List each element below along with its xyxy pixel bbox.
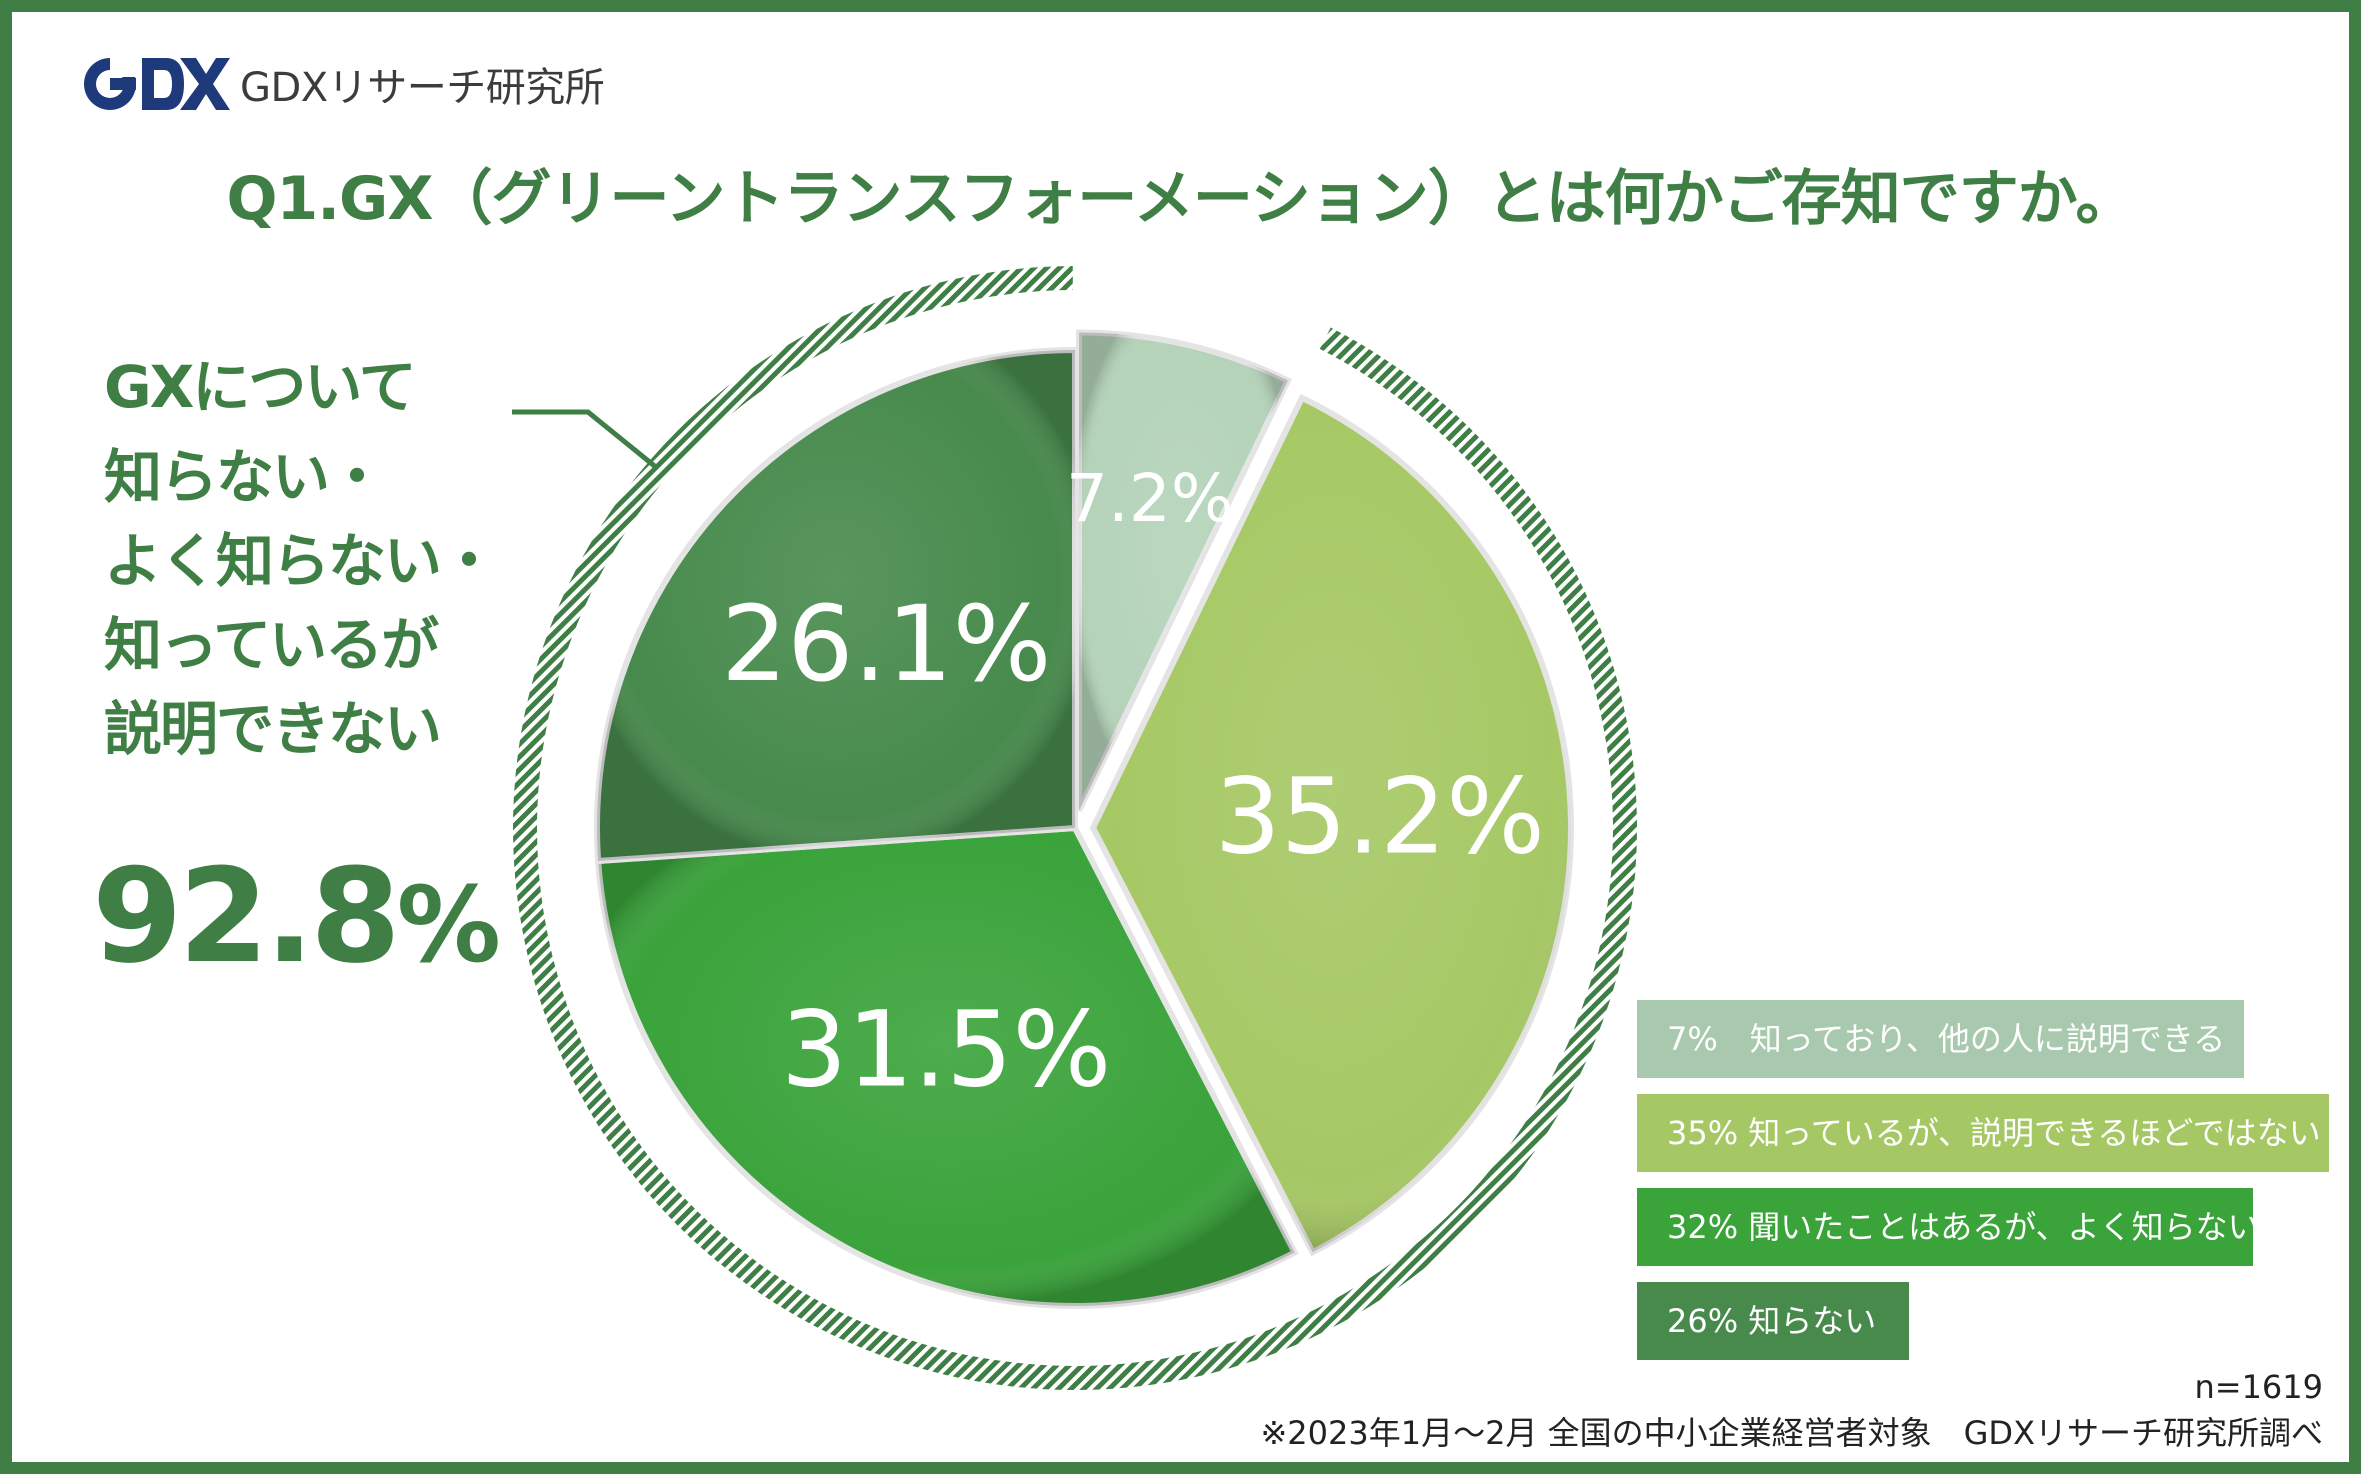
data-label: 7.2% — [1066, 460, 1234, 537]
pie-labels: 7.2% 35.2% 31.5% 26.1% — [721, 460, 1545, 1110]
gdx-logo — [84, 57, 230, 110]
connector-line — [512, 409, 659, 470]
data-label: 31.5% — [781, 988, 1111, 1110]
callout-line: 知っているが — [104, 611, 439, 679]
source-note: ※2023年1月～2月 全国の中小企業経営者対象 GDXリサーチ研究所調べ — [1260, 1414, 2323, 1452]
summary-number: 92.8 — [92, 840, 401, 992]
slice-shading — [597, 350, 1075, 862]
callout-line: GXについて — [104, 353, 417, 421]
summary-value: 92.8% — [92, 840, 501, 992]
sample-size: n=1619 — [2194, 1368, 2323, 1406]
summary-callout: GXについて 知らない・ よく知らない・ 知っているが 説明できない — [104, 345, 544, 771]
callout-line: 知らない・ — [104, 443, 386, 511]
brand-name: GDXリサーチ研究所 — [240, 65, 605, 111]
callout-line: 説明できない — [104, 695, 442, 763]
legend-item: 26% 知らない — [1637, 1282, 1909, 1360]
slice-shading — [1079, 332, 1288, 811]
slice-shading — [598, 828, 1295, 1306]
legend-item: 35% 知っているが、説明できるほどではない — [1637, 1094, 2329, 1172]
legend-item: 7% 知っており、他の人に説明できる — [1637, 1000, 2244, 1078]
data-label: 35.2% — [1215, 755, 1545, 877]
legend-item: 32% 聞いたことはあるが、よく知らない — [1637, 1188, 2260, 1266]
brand: GDXリサーチ研究所 — [80, 52, 605, 116]
chart-title: Q1.GX（グリーントランスフォーメーション）とは何かご存知ですか。 — [226, 164, 2135, 234]
slice-shading — [1092, 397, 1571, 1253]
callout-line: よく知らない・ — [104, 527, 498, 595]
data-label: 26.1% — [721, 583, 1051, 705]
pie-slices — [594, 329, 1574, 1309]
summary-unit: % — [396, 864, 501, 986]
